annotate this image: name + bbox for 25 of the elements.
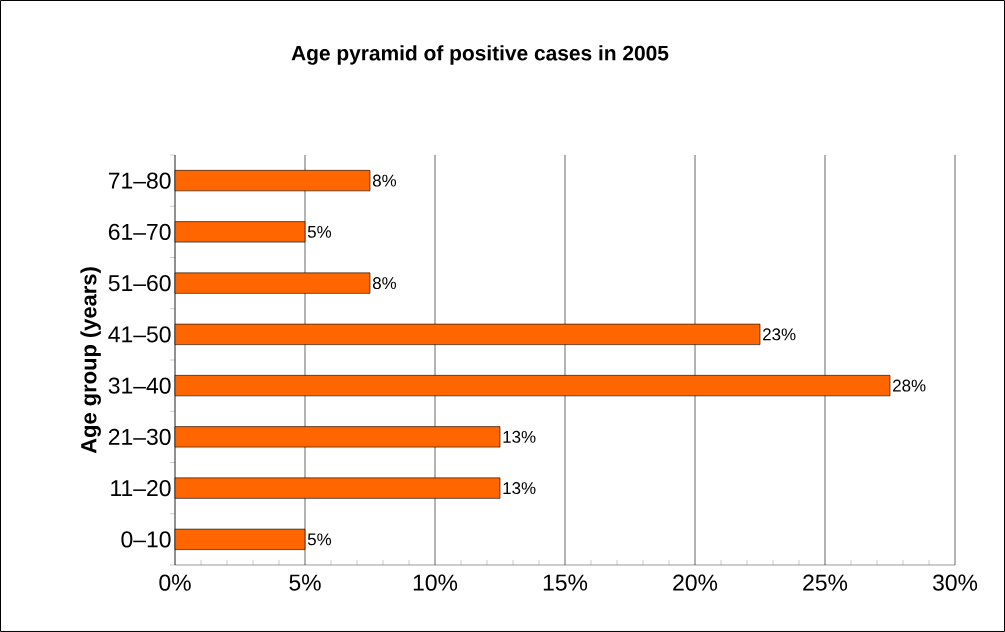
y-tick-label: 71–80 bbox=[108, 172, 171, 189]
chart-title: Age pyramid of positive cases in 2005 bbox=[291, 45, 669, 65]
x-tick-label: 25% bbox=[803, 574, 848, 591]
data-label: 28% bbox=[893, 379, 926, 392]
y-tick-label: 41–50 bbox=[108, 326, 171, 343]
x-tick-label: 0% bbox=[159, 574, 191, 591]
data-label: 5% bbox=[307, 225, 332, 238]
data-label: 5% bbox=[307, 533, 332, 546]
y-axis-title: Age group (years) bbox=[80, 267, 101, 454]
y-tick-label: 31–40 bbox=[108, 377, 171, 394]
x-tick-label: 15% bbox=[543, 574, 588, 591]
y-tick-label: 51–60 bbox=[108, 275, 171, 292]
y-tick-label: 0–10 bbox=[121, 531, 171, 548]
x-tick-label: 30% bbox=[932, 574, 978, 591]
y-tick-label: 61–70 bbox=[108, 223, 171, 240]
data-label: 13% bbox=[503, 430, 536, 443]
y-tick-label: 11–20 bbox=[111, 480, 171, 497]
x-tick-label: 10% bbox=[413, 574, 458, 591]
x-tick-label: 5% bbox=[289, 574, 321, 591]
data-label: 8% bbox=[372, 174, 397, 187]
x-tick-label: 20% bbox=[673, 574, 718, 591]
data-label: 13% bbox=[503, 482, 536, 495]
data-label: 8% bbox=[372, 277, 397, 290]
data-label: 23% bbox=[763, 328, 796, 341]
y-tick-label: 21–30 bbox=[108, 428, 171, 445]
